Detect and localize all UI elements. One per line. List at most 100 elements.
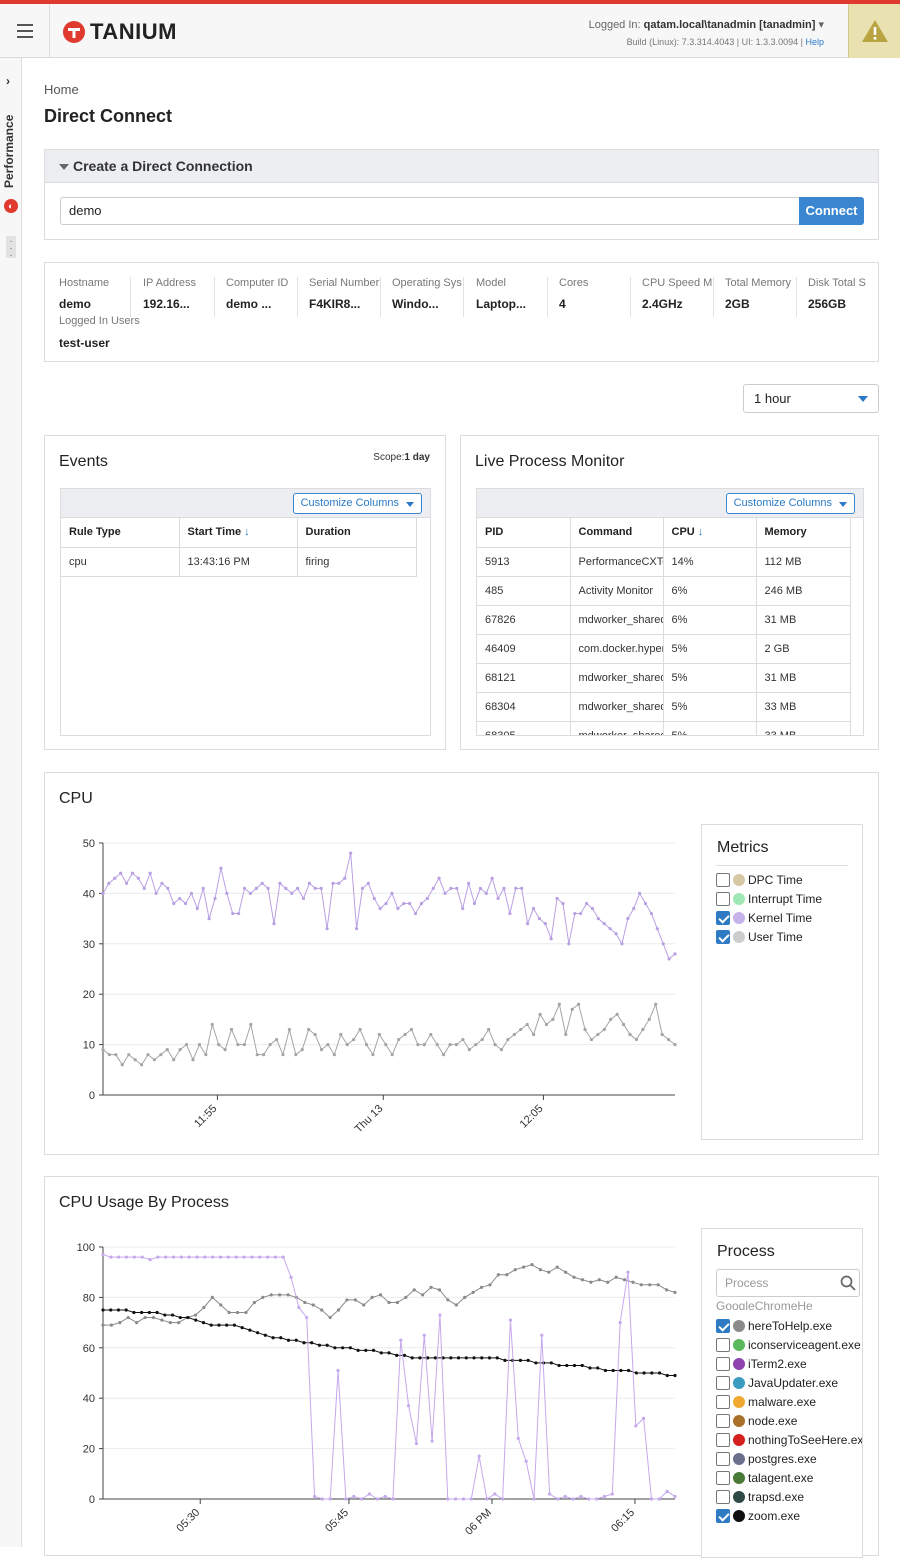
checkbox[interactable]	[716, 1338, 730, 1352]
hostname-input[interactable]: demo	[60, 197, 800, 225]
data-point	[303, 1300, 307, 1305]
cpu-chart-panel: CPU 0 10 20 30 40 50 11:55 Thu 13 12:05 Metrics …	[44, 772, 879, 1155]
search-icon[interactable]	[840, 1275, 856, 1291]
checkbox[interactable]	[716, 1433, 730, 1447]
checkbox[interactable]	[716, 1414, 730, 1428]
checkbox[interactable]	[716, 1319, 730, 1333]
data-point	[506, 1037, 510, 1042]
column-header[interactable]: CPU ↓	[663, 518, 757, 548]
data-point	[310, 1341, 314, 1345]
table-row[interactable]: cpu 13:43:16 PM firing	[61, 547, 417, 577]
column-header[interactable]: Duration	[297, 518, 417, 548]
data-point	[101, 1323, 105, 1327]
table-row[interactable]: 68121 mdworker_shared 5% 31 MB	[477, 663, 851, 693]
series-line	[102, 852, 676, 960]
column-header[interactable]: Rule Type	[61, 518, 180, 548]
info-value: demo	[59, 297, 92, 311]
performance-tab[interactable]: Performance	[2, 114, 16, 188]
legend-item[interactable]: iTerm2.exe	[716, 1357, 807, 1371]
table-row[interactable]: 5913PerformanceCXTool14%112 MB	[477, 547, 851, 577]
customize-columns-button[interactable]: Customize Columns	[292, 493, 422, 514]
data-point	[201, 1321, 206, 1325]
column-header[interactable]: Command	[570, 518, 664, 548]
legend-item[interactable]: zoom.exe	[716, 1509, 800, 1523]
data-point	[487, 1027, 491, 1032]
legend-item[interactable]: malware.exe	[716, 1395, 816, 1409]
checkbox[interactable]	[716, 1471, 730, 1485]
data-point	[234, 1255, 238, 1259]
legend-item[interactable]: JavaUpdater.exe	[716, 1376, 838, 1390]
checkbox[interactable]	[716, 1509, 730, 1523]
data-point	[101, 1308, 105, 1312]
table-cell: firing	[297, 547, 417, 577]
data-point	[255, 1331, 260, 1335]
table-row[interactable]: 68304 mdworker_shared 5% 33 MB	[477, 692, 851, 722]
chevron-right-icon[interactable]: ›	[6, 74, 10, 88]
checkbox[interactable]	[716, 1490, 730, 1504]
checkbox[interactable]	[716, 1357, 730, 1371]
data-point	[413, 911, 418, 916]
info-label: CPU Speed M	[642, 277, 713, 289]
checkbox[interactable]	[716, 1395, 730, 1409]
data-point	[549, 1361, 553, 1365]
legend-item[interactable]: hereToHelp.exe	[716, 1319, 832, 1333]
table-row[interactable]: 68305 mdworker_shared 5% 33 MB	[477, 721, 851, 735]
time-range-select[interactable]: 1 hour	[743, 384, 879, 413]
legend-item[interactable]: node.exe	[716, 1414, 797, 1428]
alerts-button[interactable]	[848, 4, 900, 58]
direct-connection-header[interactable]: Create a Direct Connection	[45, 150, 878, 183]
data-point	[534, 1361, 538, 1365]
table-cell: 5%	[663, 634, 757, 664]
more-icon[interactable]: · · ·	[6, 236, 16, 261]
data-point	[485, 1497, 489, 1501]
data-point	[611, 1368, 615, 1373]
user-menu[interactable]: qatam.local\tanadmin [tanadmin]	[643, 19, 816, 31]
legend-item[interactable]: User Time	[716, 930, 803, 944]
checkbox[interactable]	[716, 873, 730, 887]
data-point	[297, 1305, 301, 1310]
column-header[interactable]: PID	[477, 518, 571, 548]
color-swatch-icon	[733, 1339, 745, 1351]
customize-columns-button[interactable]: Customize Columns	[725, 493, 855, 514]
column-header[interactable]: Start Time ↓	[179, 518, 298, 548]
connect-button[interactable]: Connect	[799, 197, 864, 225]
data-point	[387, 1351, 391, 1355]
chevron-down-icon[interactable]: ▾	[818, 19, 824, 31]
help-link[interactable]: Help	[805, 37, 824, 47]
legend-item[interactable]: DPC Time	[716, 873, 803, 887]
info-memory: Total Memory 2GB	[725, 277, 797, 317]
process-search-input[interactable]: Process	[716, 1269, 860, 1297]
data-point	[193, 1313, 198, 1317]
data-point	[526, 1358, 530, 1362]
data-point	[580, 1278, 585, 1282]
checkbox[interactable]	[716, 1452, 730, 1466]
data-point	[641, 1027, 645, 1032]
breadcrumb[interactable]: Home	[44, 82, 79, 97]
legend-item[interactable]: trapsd.exe	[716, 1490, 804, 1504]
checkbox[interactable]	[716, 911, 730, 925]
info-label: Cores	[559, 277, 589, 289]
tanium-logo[interactable]: TANIUM	[62, 19, 177, 45]
data-point	[133, 1058, 137, 1062]
table-row[interactable]: 485 Activity Monitor 6% 246 MB	[477, 576, 851, 606]
column-header[interactable]: Memory	[756, 518, 851, 548]
checkbox[interactable]	[716, 930, 730, 944]
legend-item[interactable]: talagent.exe	[716, 1471, 813, 1485]
checkbox[interactable]	[716, 892, 730, 906]
data-point	[217, 1043, 221, 1047]
legend-item[interactable]: nothingToSeeHere.exe	[716, 1433, 862, 1447]
data-point	[281, 1053, 285, 1057]
data-point	[396, 906, 400, 911]
data-point	[563, 1494, 567, 1499]
menu-icon[interactable]	[0, 4, 50, 58]
legend-item-partial: GoogleChromeHe	[716, 1301, 813, 1310]
legend-item[interactable]: Kernel Time	[716, 911, 812, 925]
legend-item[interactable]: postgres.exe	[716, 1452, 817, 1466]
checkbox[interactable]	[716, 1376, 730, 1390]
legend-item[interactable]: Interrupt Time	[716, 892, 822, 906]
data-point	[213, 896, 217, 901]
table-row[interactable]: 67826 mdworker_shared 6% 31 MB	[477, 605, 851, 635]
header-label: CPU	[671, 526, 695, 539]
legend-item[interactable]: iconserviceagent.exe	[716, 1338, 861, 1352]
